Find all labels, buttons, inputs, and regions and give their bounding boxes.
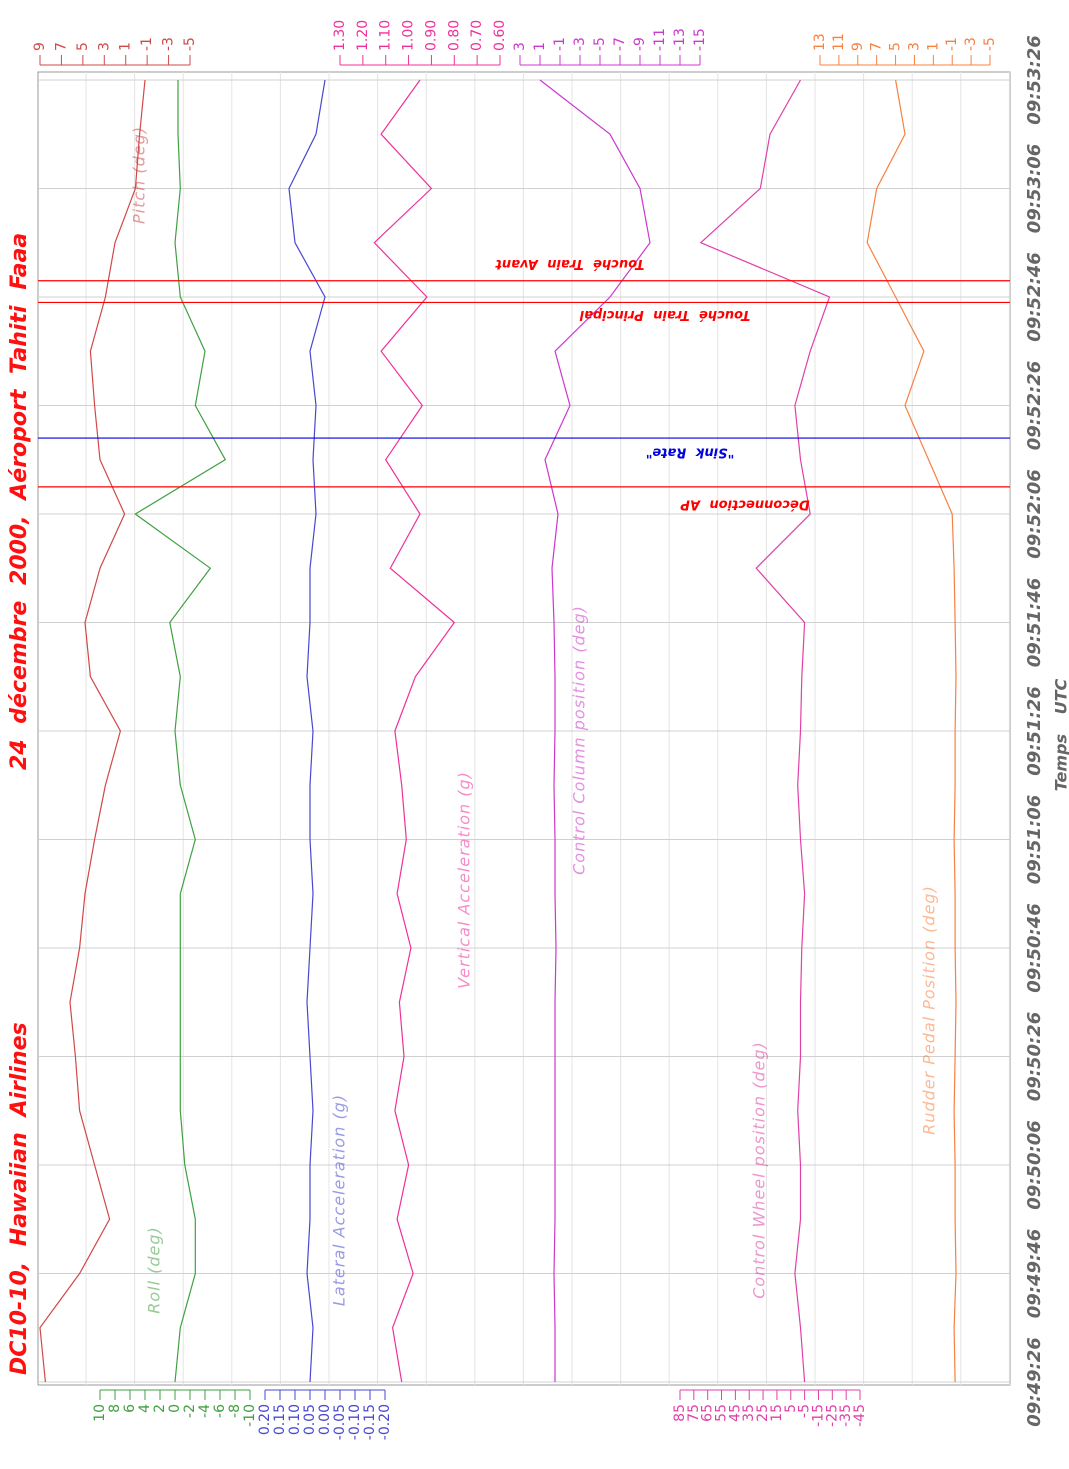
- y-tick-label: -8: [227, 1404, 243, 1418]
- y-tick-label: -1: [944, 37, 960, 51]
- x-tick-label: 09:52:26: [1024, 361, 1045, 451]
- y-tick-label: 1: [925, 42, 941, 51]
- y-tick-label: 13: [812, 33, 828, 51]
- x-tick-label: 09:49:26: [1024, 1337, 1045, 1427]
- event-label: Touché Train Avant: [495, 256, 644, 271]
- x-tick-label: 09:52:06: [1024, 469, 1045, 559]
- event-label: Touché Train Principal: [579, 307, 750, 322]
- series-label: Control Column position (deg): [570, 605, 589, 875]
- y-tick-label: 4: [137, 1404, 153, 1413]
- y-tick-label: -1: [139, 37, 155, 51]
- y-tick-label: 9: [850, 42, 866, 51]
- y-tick-label: 1: [532, 42, 548, 51]
- y-tick-label: 3: [512, 42, 528, 51]
- y-tick-label: 0.10: [287, 1404, 303, 1435]
- y-tick-label: 10: [92, 1404, 108, 1422]
- y-tick-label: -1: [552, 37, 568, 51]
- x-tick-label: 09:50:06: [1024, 1120, 1045, 1210]
- y-tick-label: -0.10: [347, 1404, 363, 1440]
- y-tick-label: -6: [212, 1404, 228, 1418]
- y-tick-label: -5: [182, 37, 198, 51]
- y-tick-label: -3: [963, 37, 979, 51]
- y-tick-label: 5: [75, 42, 91, 51]
- y-tick-label: 6: [122, 1404, 138, 1413]
- y-tick-label: 7: [869, 42, 885, 51]
- y-tick-label: -5: [982, 37, 998, 51]
- y-tick-label: -3: [572, 37, 588, 51]
- y-tick-label: 3: [906, 42, 922, 51]
- y-tick-label: 1.20: [355, 20, 371, 51]
- y-tick-label: -13: [672, 28, 688, 51]
- y-tick-label: 11: [831, 33, 847, 51]
- chart-title: DC10-10, Hawaiian Airlines: [7, 1022, 32, 1375]
- x-tick-label: 09:53:06: [1024, 144, 1045, 234]
- rotated-chart: DC10-10, Hawaiian Airlines 24 décembre 2…: [7, 20, 1069, 1440]
- y-tick-label: -0.15: [362, 1404, 378, 1440]
- y-tick-label: -10: [242, 1404, 258, 1427]
- y-tick-label: 1: [118, 42, 134, 51]
- y-tick-label: -15: [692, 28, 708, 51]
- y-tick-label: 1.10: [378, 20, 394, 51]
- y-tick-label: -9: [632, 37, 648, 51]
- y-tick-label: 0.00: [317, 1404, 333, 1435]
- y-tick-label: 8: [107, 1404, 123, 1413]
- y-tick-label: 1.00: [401, 20, 417, 51]
- y-tick-label: 0.15: [272, 1404, 288, 1435]
- y-tick-label: 0.70: [469, 20, 485, 51]
- y-tick-label: -45: [852, 1404, 868, 1427]
- x-tick-label: 09:52:46: [1024, 252, 1045, 342]
- y-tick-label: -2: [182, 1404, 198, 1418]
- x-tick-label: 09:50:46: [1024, 903, 1045, 993]
- series-label: Control Wheel position (deg): [750, 1041, 769, 1299]
- series-label: Roll (deg): [145, 1226, 164, 1314]
- y-tick-label: -0.20: [377, 1404, 393, 1440]
- y-tick-label: 5: [888, 42, 904, 51]
- event-label: Déconnection AP: [680, 496, 810, 511]
- x-tick-label: 09:51:46: [1024, 578, 1045, 668]
- y-tick-label: -11: [652, 28, 668, 51]
- y-tick-label: 2: [152, 1404, 168, 1413]
- y-tick-label: 0.20: [257, 1404, 273, 1435]
- y-tick-label: 0: [167, 1404, 183, 1413]
- y-tick-label: -4: [197, 1404, 213, 1418]
- series-label: Lateral Acceleration (g): [330, 1094, 349, 1306]
- y-tick-label: 0.90: [423, 20, 439, 51]
- x-tick-label: 09:51:06: [1024, 795, 1045, 885]
- y-tick-label: 3: [96, 42, 112, 51]
- chart-subtitle: 24 décembre 2000, Aéroport Tahiti Faaa: [7, 233, 32, 770]
- y-tick-label: 1.30: [332, 20, 348, 51]
- series-label: Pitch (deg): [130, 126, 149, 224]
- y-tick-label: 0.80: [446, 20, 462, 51]
- x-tick-label: 09:49:46: [1024, 1229, 1045, 1319]
- x-tick-label: 09:51:26: [1024, 686, 1045, 776]
- x-tick-label: 09:53:26: [1024, 35, 1045, 125]
- y-tick-label: -3: [161, 37, 177, 51]
- event-label: "Sink Rate": [646, 445, 735, 460]
- y-tick-label: 9: [32, 42, 48, 51]
- y-tick-label: 0.60: [492, 20, 508, 51]
- y-tick-label: -0.05: [332, 1404, 348, 1440]
- y-tick-label: -5: [592, 37, 608, 51]
- y-tick-label: 7: [53, 42, 69, 51]
- y-tick-label: 0.05: [302, 1404, 318, 1435]
- x-tick-label: 09:50:26: [1024, 1012, 1045, 1102]
- series-label: Vertical Acceleration (g): [455, 771, 474, 989]
- series-label: Rudder Pedal Position (deg): [920, 885, 939, 1135]
- y-tick-label: -7: [612, 37, 628, 51]
- x-axis-label: Temps UTC: [1052, 678, 1069, 791]
